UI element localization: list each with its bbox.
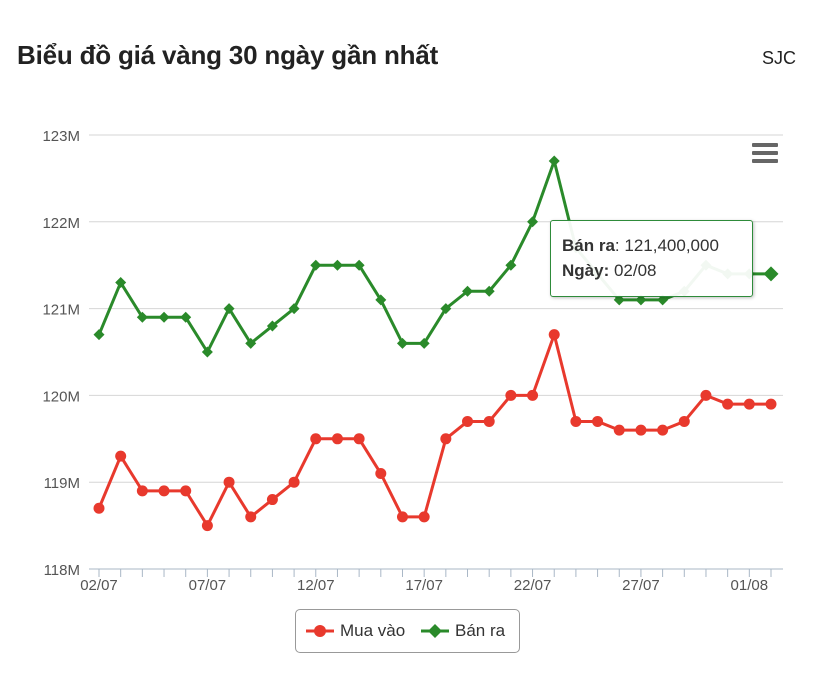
data-point (375, 468, 387, 480)
data-point (396, 337, 408, 349)
data-point (136, 485, 148, 497)
chart-legend: Mua vào Bán ra (295, 609, 520, 653)
legend-label-buy: Mua vào (340, 621, 406, 640)
data-point (331, 259, 343, 271)
data-point (548, 155, 560, 167)
data-point (353, 259, 365, 271)
data-point (310, 259, 322, 271)
chart-tooltip: Bán ra: 121,400,000 Ngày: 02/08 (550, 220, 753, 297)
data-point (678, 415, 690, 427)
data-point (440, 433, 452, 445)
x-tick-label: 17/07 (405, 577, 443, 594)
legend-diamond-marker-icon (421, 624, 449, 638)
data-point (115, 277, 127, 289)
x-tick-label: 22/07 (514, 577, 552, 594)
data-point (743, 398, 755, 410)
data-point (527, 216, 539, 228)
data-point (136, 311, 148, 323)
series-line (97, 333, 771, 528)
data-point (700, 389, 712, 401)
data-point (375, 294, 387, 306)
data-point (548, 329, 560, 341)
data-point (505, 389, 517, 401)
tooltip-series-label: Bán ra (562, 236, 615, 255)
x-tick-label: 27/07 (622, 577, 660, 594)
data-point (223, 476, 235, 488)
data-point (418, 511, 430, 523)
gold-price-chart: 118M 119M 120M 121M 122M 123M 02/07 07/07 12/07 1… (42, 128, 783, 594)
y-tick-label: 121M (42, 302, 80, 319)
data-point (180, 311, 192, 323)
data-point (310, 433, 322, 445)
y-tick-label: 120M (42, 388, 80, 405)
data-point (765, 398, 777, 410)
y-tick-label: 118M (44, 562, 80, 579)
data-point (657, 294, 669, 306)
legend-label-sell: Bán ra (455, 621, 506, 640)
y-tick-label: 119M (44, 475, 80, 492)
data-point (93, 502, 105, 514)
data-point (396, 511, 408, 523)
data-point (613, 294, 625, 306)
data-point (440, 303, 452, 315)
data-point (201, 520, 213, 532)
y-tick-label: 123M (42, 128, 80, 145)
data-point (418, 337, 430, 349)
data-point (93, 329, 105, 341)
data-point (266, 320, 278, 332)
data-point (527, 389, 539, 401)
data-point (180, 485, 192, 497)
data-point (483, 415, 495, 427)
data-point (158, 311, 170, 323)
data-point (288, 303, 300, 315)
data-point-hovered (763, 266, 779, 282)
data-point (635, 294, 647, 306)
x-tick-label: 07/07 (189, 577, 227, 594)
tooltip-date-label: Ngày: (562, 261, 610, 280)
legend-item-sell[interactable]: Bán ra (421, 610, 505, 652)
data-point (353, 433, 365, 445)
data-point (483, 285, 495, 297)
data-point (288, 476, 300, 488)
data-point (331, 433, 343, 445)
data-point (266, 494, 278, 506)
chart-menu-icon[interactable] (752, 143, 778, 165)
legend-item-buy[interactable]: Mua vào (306, 610, 405, 652)
data-point (201, 346, 213, 358)
page-title: Biểu đồ giá vàng 30 ngày gần nhất (17, 40, 439, 70)
data-point (570, 415, 582, 427)
data-point (635, 424, 647, 436)
series-buy (93, 329, 777, 532)
x-tick-label: 02/07 (80, 577, 118, 594)
data-point (245, 337, 257, 349)
data-point (462, 415, 474, 427)
source-label: SJC (761, 48, 796, 68)
data-point (223, 303, 235, 315)
tooltip-date: 02/08 (613, 261, 657, 280)
x-tick-label: 12/07 (297, 577, 335, 594)
data-point (505, 259, 517, 271)
x-tick-label: 01/08 (731, 577, 769, 594)
data-point (115, 450, 127, 462)
data-point (657, 424, 669, 436)
legend-circle-marker-icon (306, 625, 334, 637)
data-point (245, 511, 257, 523)
data-point (158, 485, 170, 497)
data-point (462, 285, 474, 297)
data-point (592, 415, 604, 427)
data-point (722, 398, 734, 410)
y-tick-label: 122M (42, 215, 80, 232)
data-point (613, 424, 625, 436)
tooltip-value: 121,400,000 (624, 236, 719, 255)
